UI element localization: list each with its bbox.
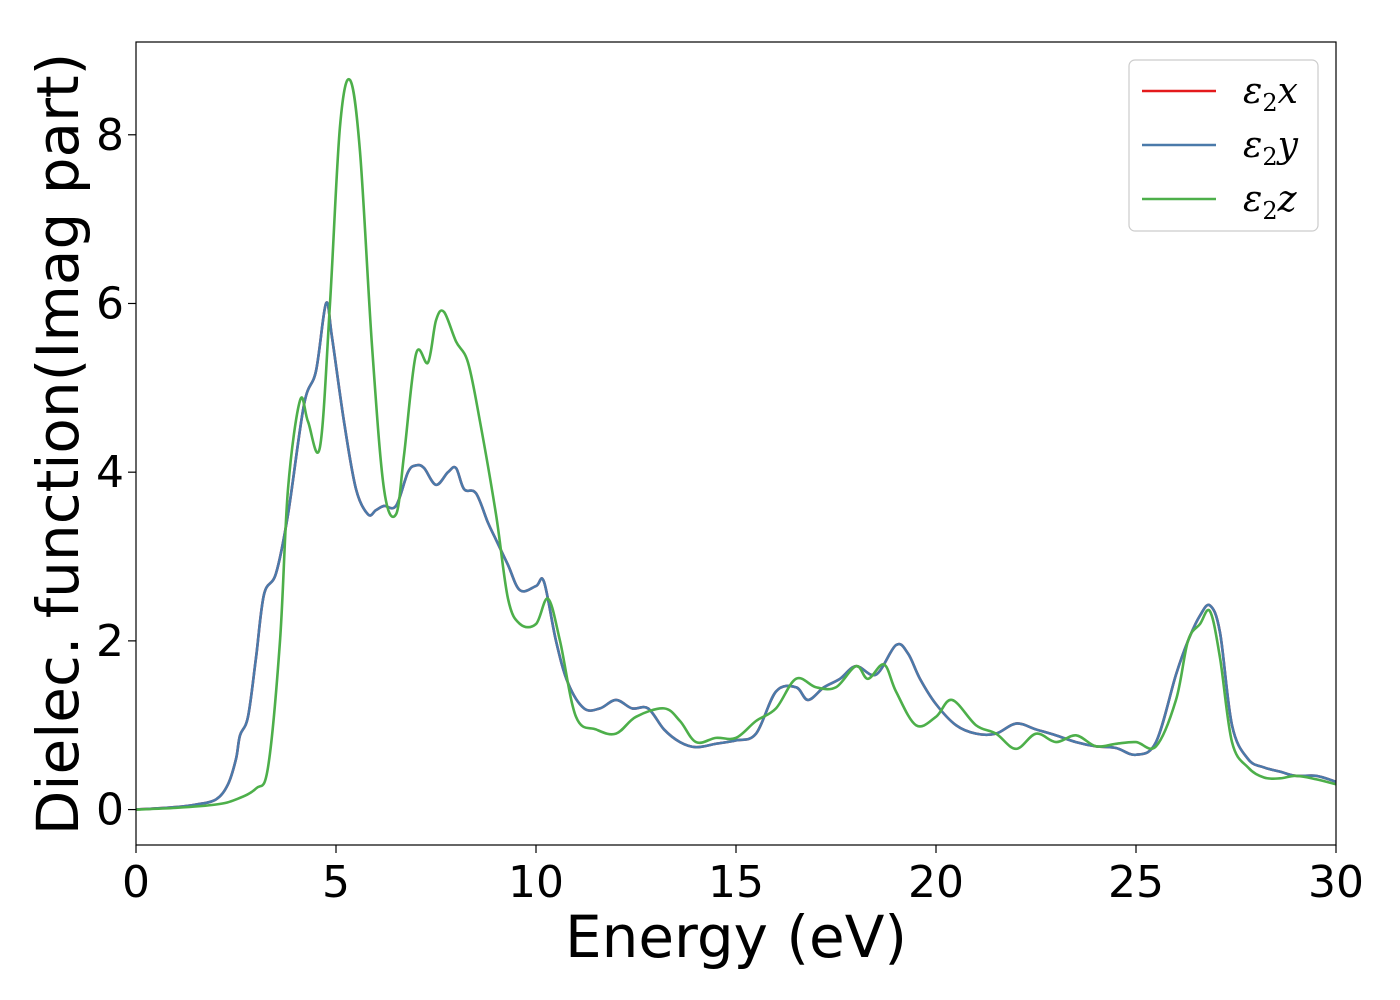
legend-symbol: ε bbox=[1243, 125, 1262, 166]
x-tick-label: 25 bbox=[1108, 857, 1164, 908]
legend-symbol: ε bbox=[1243, 179, 1262, 220]
x-axis: 0 5 10 15 20 25 30 bbox=[122, 845, 1364, 908]
legend-entry-y: ε2y bbox=[1243, 125, 1299, 171]
x-tick-label: 20 bbox=[908, 857, 964, 908]
x-tick-label: 0 bbox=[122, 857, 150, 908]
y-axis: 0 2 4 6 8 bbox=[96, 110, 136, 836]
y-tick-label: 6 bbox=[96, 278, 124, 329]
legend-entry-x: ε2x bbox=[1243, 71, 1298, 117]
series-line-x bbox=[136, 301, 1336, 811]
series-line-y bbox=[136, 301, 1336, 811]
series-line-z bbox=[136, 77, 1336, 811]
y-tick-label: 0 bbox=[96, 785, 124, 836]
series-layer bbox=[136, 77, 1336, 811]
legend-subscript: 2 bbox=[1262, 143, 1277, 171]
x-axis-label: Energy (eV) bbox=[565, 903, 907, 971]
x-tick-label: 15 bbox=[708, 857, 764, 908]
legend-subscript: 2 bbox=[1262, 197, 1277, 225]
x-tick-label: 5 bbox=[322, 857, 350, 908]
legend-subscript: 2 bbox=[1262, 89, 1277, 117]
legend-suffix: y bbox=[1276, 125, 1299, 166]
legend-suffix: x bbox=[1278, 71, 1298, 112]
legend-suffix: z bbox=[1277, 179, 1298, 220]
legend-box bbox=[1128, 59, 1319, 232]
x-tick-label: 30 bbox=[1308, 857, 1364, 908]
y-tick-label: 4 bbox=[96, 447, 124, 498]
legend-entry-z: ε2z bbox=[1243, 179, 1298, 225]
y-tick-label: 2 bbox=[96, 616, 124, 667]
x-tick-label: 10 bbox=[508, 857, 564, 908]
y-tick-label: 8 bbox=[96, 110, 124, 161]
y-axis-label: Dielec. function(Imag part) bbox=[24, 53, 92, 836]
legend-symbol: ε bbox=[1243, 71, 1262, 112]
